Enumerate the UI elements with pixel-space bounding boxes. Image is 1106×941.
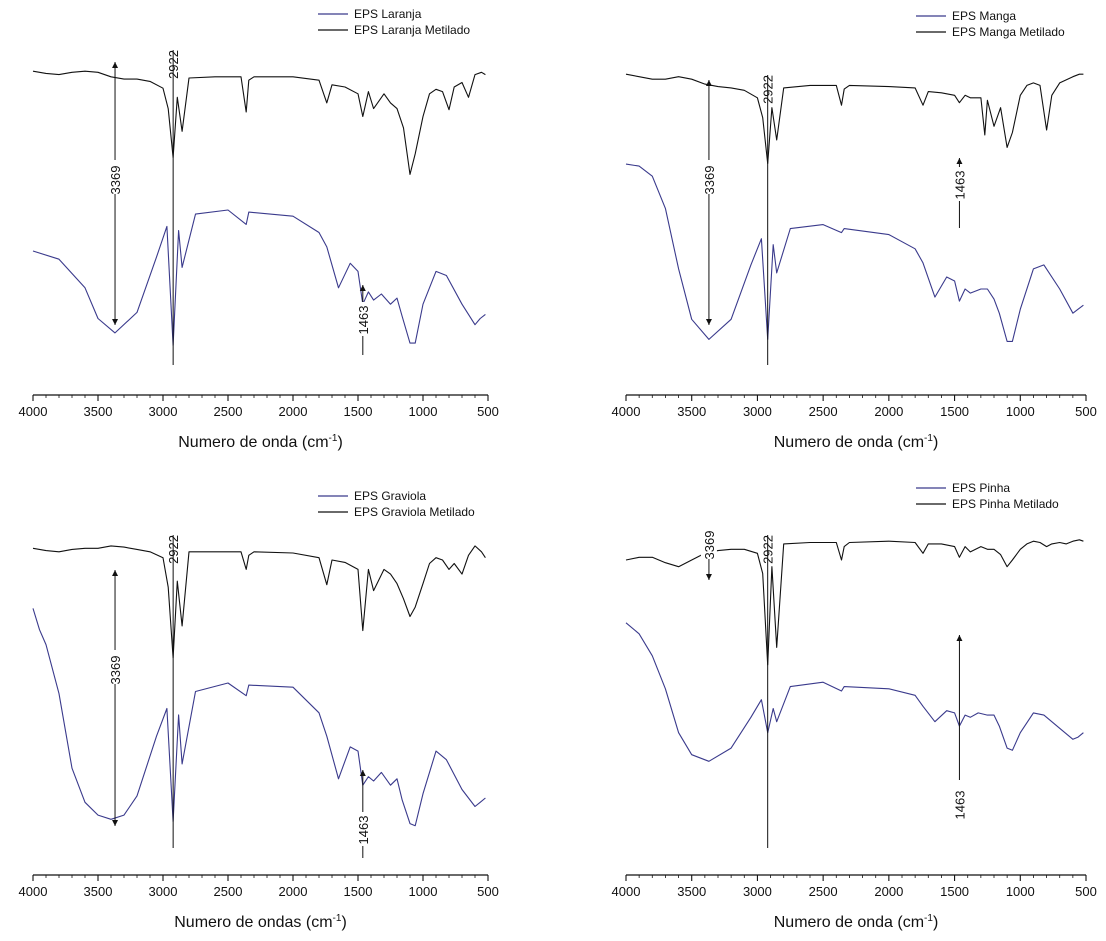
series-line-eps-metilado [32,70,486,175]
legend-label: EPS Manga Metilado [952,25,1065,39]
x-tick-label: 4000 [19,404,48,419]
series-line-eps [32,209,486,346]
x-tick-label: 3500 [677,404,706,419]
x-tick-label: 3500 [84,884,113,899]
annotation-label-2922: 2922 [166,535,181,564]
arrowhead [705,80,712,86]
ftir-panel-3: 4000 3500 3000 2500 2000 1500 1000 500 Numero de… [19,489,499,931]
x-axis-title: Numero de onda (cm-1) [774,913,939,931]
x-tick-label: 3000 [743,884,772,899]
legend-label: EPS Laranja Metilado [354,23,470,37]
arrowhead [112,62,119,68]
annotation-label-2922: 2922 [761,75,776,104]
x-tick-label: 2500 [809,404,838,419]
arrowhead [112,570,119,576]
x-tick-label: 4000 [612,884,641,899]
arrowhead [705,319,712,325]
x-tick-label: 1000 [1006,404,1035,419]
x-tick-label: 2500 [214,404,243,419]
series-line-eps [625,163,1084,342]
x-tick-label: 1000 [409,404,438,419]
annotation-label-1463: 1463 [952,791,967,820]
x-tick-label: 3000 [743,404,772,419]
annotation-label-3369: 3369 [702,166,717,195]
annotation-label-2922: 2922 [761,535,776,564]
x-axis-title: Numero de ondas (cm-1) [174,913,347,931]
annotation-label-3369: 3369 [702,531,717,560]
legend-label: EPS Manga [952,9,1016,23]
x-tick-label: 1500 [344,404,373,419]
x-tick-label: 2500 [214,884,243,899]
ftir-panel-2: 4000 3500 3000 2500 2000 1500 1000 500 Numero de… [612,9,1097,451]
label-backdrop [951,167,968,201]
label-backdrop [354,302,371,336]
x-tick-label: 500 [1075,884,1097,899]
x-tick-label: 2000 [874,404,903,419]
x-tick-label: 500 [477,404,499,419]
legend-label: EPS Graviola [354,489,426,503]
annotation-label-2922: 2922 [166,50,181,79]
ftir-panel-1: 4000 3500 3000 2500 2000 1500 1000 500 Numero de… [19,7,499,451]
arrowhead [956,158,963,164]
x-tick-label: 4000 [19,884,48,899]
ftir-panel-4: 4000 3500 3000 2500 2000 1500 1000 500 Numero de… [612,481,1097,931]
series-line-eps-metilado [32,545,486,659]
x-tick-label: 3000 [149,404,178,419]
annotation-label-1463: 1463 [952,171,967,200]
annotation-label-1463: 1463 [356,306,371,335]
legend-label: EPS Pinha [952,481,1010,495]
label-backdrop [107,650,124,684]
x-tick-label: 1000 [1006,884,1035,899]
annotation-label-3369: 3369 [108,166,123,195]
arrowhead [956,635,963,641]
legend-label: EPS Pinha Metilado [952,497,1059,511]
x-axis-title: Numero de onda (cm-1) [774,433,939,451]
x-tick-label: 2000 [874,884,903,899]
x-tick-label: 2000 [279,404,308,419]
arrowhead [112,319,119,325]
series-line-eps [625,622,1084,762]
x-tick-label: 3500 [84,404,113,419]
x-axis-title: Numero de onda (cm-1) [178,433,343,451]
arrowhead [112,820,119,826]
label-backdrop [951,787,968,821]
label-backdrop [700,525,717,559]
annotation-label-3369: 3369 [108,656,123,685]
x-tick-label: 500 [1075,404,1097,419]
label-backdrop [107,160,124,194]
legend-label: EPS Laranja [354,7,422,21]
x-tick-label: 1500 [940,884,969,899]
arrowhead [359,285,366,291]
x-tick-label: 1500 [940,404,969,419]
label-backdrop [354,812,371,846]
x-tick-label: 4000 [612,404,641,419]
x-tick-label: 500 [477,884,499,899]
x-tick-label: 3000 [149,884,178,899]
arrowhead [359,770,366,776]
series-line-eps [32,608,486,827]
x-tick-label: 1000 [409,884,438,899]
x-tick-label: 2000 [279,884,308,899]
annotation-label-1463: 1463 [356,816,371,845]
x-tick-label: 1500 [344,884,373,899]
x-tick-label: 2500 [809,884,838,899]
series-line-eps-metilado [625,539,1084,666]
legend-label: EPS Graviola Metilado [354,505,475,519]
label-backdrop [700,160,717,194]
x-tick-label: 3500 [677,884,706,899]
arrowhead [705,574,712,580]
series-line-eps-metilado [625,73,1084,165]
